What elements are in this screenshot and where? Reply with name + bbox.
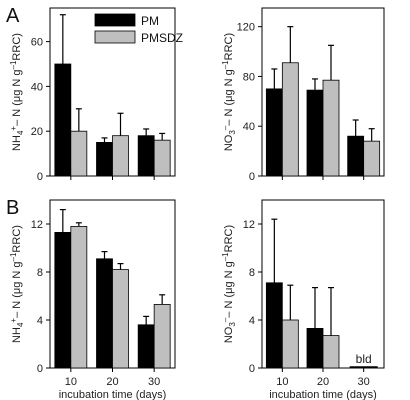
bar-pmsdz-20 [322,335,340,369]
legend-swatch-pm [94,13,136,27]
panel-letter-A: A [6,5,20,27]
y-tick-label: 60 [31,37,43,49]
bar-pm-10 [265,88,283,177]
x-tick-label: 30 [358,376,370,388]
y-axis-title-part: 4 [16,322,25,327]
y-axis-title-part: –1 [221,252,230,261]
y-axis-title-part: – N (μg N g [223,69,235,125]
y-axis-title-part: – [221,125,230,130]
y-axis-title-part: – N (μg N g [223,261,235,317]
bar-pmsdz-10 [281,62,299,177]
y-tick-label: 80 [243,71,255,83]
y-tick-label: 8 [37,267,43,279]
y-axis-title-part: NO [223,134,235,151]
bar-pmsdz-10 [70,225,88,369]
x-tick-label: 20 [317,376,329,388]
y-axis-title-part: RRC) [223,33,235,61]
bar-pmsdz-30 [153,303,171,369]
x-tick-label: 10 [276,376,288,388]
y-axis-title-part: –1 [9,60,18,69]
y-axis-title-part: RRC) [11,33,23,61]
panel-A-left: 0 20 40 60 NH4+– N (μg N g–1RRC) A [6,5,176,183]
bar-pmsdz-20 [112,135,129,177]
bar-pm-30 [137,135,155,177]
y-tick-label: 0 [249,171,255,183]
y-tick-label: 120 [237,22,255,34]
y-axis-title-part: –1 [9,252,18,261]
bar-pm-20 [306,89,324,177]
x-tick-label: 20 [106,376,118,388]
bar-pm-30 [137,324,155,369]
y-axis-title-part: + [9,318,18,323]
y-axis-title-part: 3 [228,322,237,327]
y-tick-label: 12 [243,219,255,231]
legend-label-pmsdz: PMSDZ [141,31,183,45]
y-axis-title: NH4+– N (μg N g–1RRC) [9,225,25,343]
y-axis-title-part: NH [11,327,23,343]
y-axis-title-part: NO [223,326,235,343]
y-axis-title-part: RRC) [223,225,235,253]
bar-pmsdz-30 [363,140,381,177]
y-axis-title: NH4+– N (μg N g–1RRC) [9,33,25,151]
y-axis-title: NO3–– N (μg N g–1RRC) [221,225,237,343]
annotation-bld: bld [356,352,372,366]
bar-pm-20 [96,258,113,369]
y-axis-title-part: RRC) [11,225,23,253]
y-axis-title-part: 4 [16,130,25,135]
y-axis-title-part: NH [11,135,23,151]
y-axis-title-part: – N (μg N g [11,261,23,317]
y-tick-label: 0 [37,363,43,375]
bar-pm-20 [96,141,113,177]
legend-swatch-pmsdz [94,30,136,44]
y-tick-label: 40 [31,81,43,93]
y-tick-label: 0 [249,363,255,375]
legend: PM PMSDZ [94,13,183,45]
y-tick-label: 20 [31,126,43,138]
legend-label-pm: PM [141,14,159,28]
x-axis-title: incubation time (days) [269,389,377,400]
y-tick-label: 40 [243,121,255,133]
bar-pmsdz-10 [281,319,299,369]
y-axis-title-part: – [221,317,230,322]
y-tick-label: 12 [31,219,43,231]
y-axis-title-part: 3 [228,130,237,135]
bar-pm-10 [265,282,283,369]
x-tick-label: 30 [148,376,160,388]
bar-pm-10 [54,231,72,369]
y-axis-title-part: – N (μg N g [11,69,23,125]
bar-pmsdz-20 [322,79,340,177]
x-axis-title: incubation time (days) [59,389,167,400]
y-axis-title: NO3–– N (μg N g–1RRC) [221,33,237,151]
bar-pm-20 [306,327,324,369]
bar-pmsdz-30 [153,139,171,177]
y-tick-label: 0 [37,171,43,183]
bar-pmsdz-20 [112,269,129,369]
panel-letter-B: B [6,197,19,219]
bar-pm-30 [347,135,365,177]
y-axis-title-part: –1 [221,60,230,69]
x-tick-label: 10 [65,376,77,388]
bar-pm-10 [54,63,72,177]
bar-pmsdz-10 [70,130,88,177]
y-tick-label: 8 [249,267,255,279]
y-tick-label: 4 [249,315,255,327]
y-tick-label: 4 [37,315,43,327]
y-axis-title-part: + [9,126,18,131]
